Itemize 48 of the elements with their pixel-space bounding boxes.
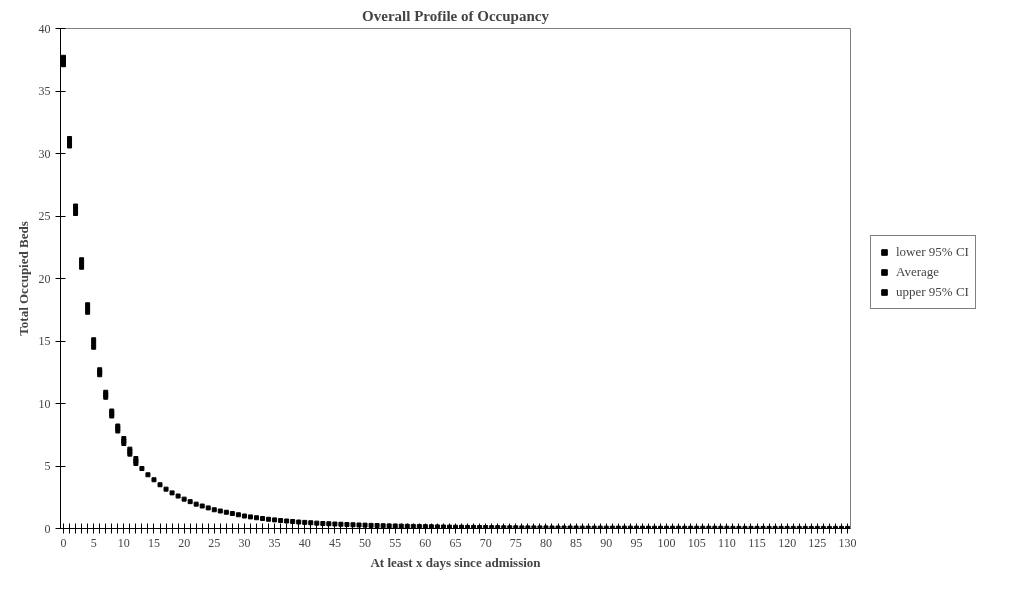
- x-axis-title: At least x days since admission: [370, 554, 542, 570]
- x-tick-label: 70: [479, 535, 492, 550]
- x-tick-label: 65: [449, 535, 462, 550]
- x-tick-label: 90: [600, 535, 613, 550]
- x-tick-label: 15: [147, 535, 160, 550]
- y-axis-title: Total Occupied Beds: [15, 221, 31, 336]
- x-tick-label: 40: [298, 535, 311, 550]
- point: [91, 337, 97, 343]
- y-tick-label: 20: [38, 271, 51, 286]
- x-tick-label: 95: [630, 535, 643, 550]
- x-tick-label: 0: [60, 535, 67, 550]
- y-tick-label: 10: [38, 396, 51, 411]
- chart-title: Overall Profile of Occupancy: [362, 7, 550, 24]
- x-tick-label: 115: [748, 535, 766, 550]
- y-tick-label: 35: [38, 84, 51, 98]
- x-tick-label: 10: [117, 535, 130, 550]
- point: [79, 257, 85, 263]
- x-tick-label: 80: [539, 535, 552, 550]
- x-tick-label: 125: [808, 535, 827, 550]
- x-tick-label: 55: [389, 535, 402, 550]
- x-tick-label: 25: [208, 535, 221, 550]
- x-tick-label: 35: [268, 535, 281, 550]
- x-tick-label: 85: [570, 535, 583, 550]
- point: [61, 54, 67, 60]
- y-tick-label: 5: [44, 459, 51, 473]
- x-tick-label: 20: [178, 535, 191, 550]
- legend-label: lower 95% CI: [896, 244, 969, 260]
- x-tick-label: 75: [509, 535, 522, 550]
- x-tick-label: 105: [687, 535, 706, 550]
- legend-label: upper 95% CI: [896, 284, 969, 300]
- x-tick-label: 110: [718, 535, 736, 550]
- x-tick-label: 60: [419, 535, 432, 550]
- x-tick-label: 30: [238, 535, 251, 550]
- y-tick-label: 30: [38, 146, 51, 161]
- legend-label: Average: [896, 264, 940, 280]
- x-tick-label: 45: [328, 535, 341, 550]
- x-tick-label: 130: [838, 535, 857, 550]
- y-tick-label: 0: [44, 521, 51, 536]
- x-tick-label: 5: [90, 535, 97, 550]
- y-tick-label: 40: [38, 21, 51, 36]
- point: [67, 136, 73, 141]
- x-tick-label: 100: [657, 535, 676, 550]
- point: [73, 203, 79, 209]
- x-tick-label: 50: [359, 535, 372, 550]
- x-tick-label: 120: [778, 535, 797, 550]
- y-tick-label: 15: [38, 334, 51, 348]
- point: [85, 302, 91, 308]
- y-tick-label: 25: [38, 209, 51, 223]
